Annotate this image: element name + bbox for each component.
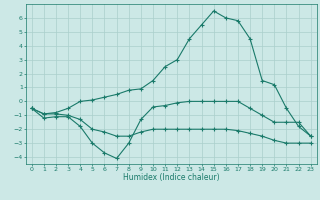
X-axis label: Humidex (Indice chaleur): Humidex (Indice chaleur)	[123, 173, 220, 182]
